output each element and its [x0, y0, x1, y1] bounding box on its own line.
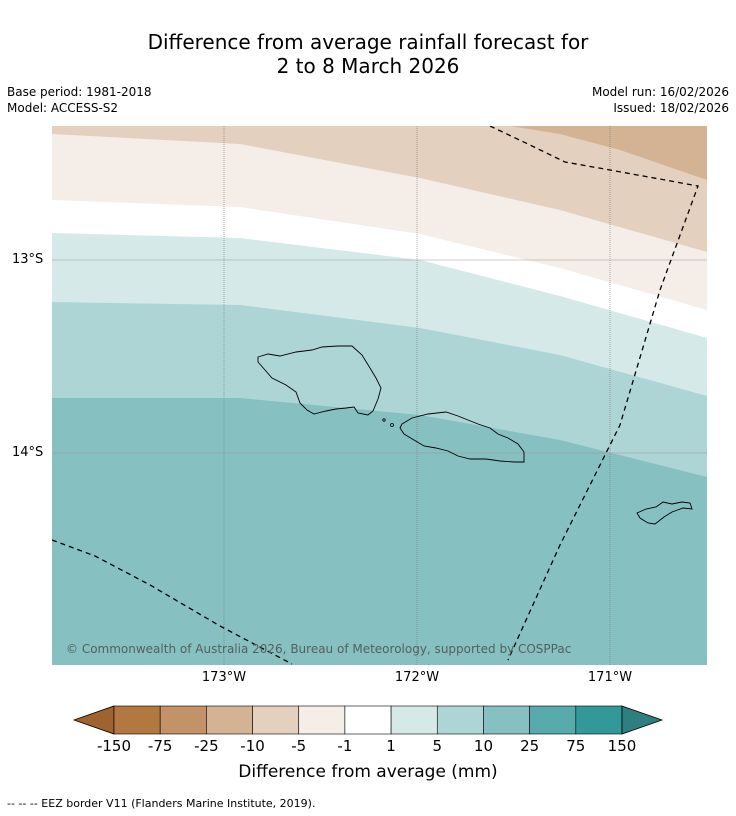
- base-period-text: Base period: 1981-2018: [7, 85, 152, 99]
- colorbar-tick-label: 25: [520, 737, 540, 755]
- colorbar-segment: [390, 705, 438, 735]
- colorbar-segment: [252, 705, 300, 735]
- colorbar-segment: [575, 705, 623, 735]
- colorbar-title: Difference from average (mm): [238, 762, 498, 782]
- lon-label-171w: 171°W: [587, 670, 633, 685]
- band-neg-25-10: [510, 126, 707, 180]
- lon-label-172w: 172°W: [394, 670, 440, 685]
- colorbar-segment: [159, 705, 207, 735]
- issued-text: Issued: 18/02/2026: [613, 101, 729, 115]
- meta-left: Base period: 1981-2018 Model: ACCESS-S2: [7, 84, 152, 116]
- colorbar-segment: [298, 705, 346, 735]
- model-run-text: Model run: 16/02/2026: [591, 85, 729, 99]
- island-savaii: [257, 345, 382, 416]
- chart-title: Difference from average rainfall forecas…: [0, 30, 736, 78]
- colorbar-segment: [436, 705, 484, 735]
- title-line-1: Difference from average rainfall forecas…: [147, 30, 589, 54]
- colorbar-tick-label: -25: [194, 737, 219, 755]
- island-tutuila: [636, 501, 693, 525]
- colorbar-tick-label: 10: [473, 737, 493, 755]
- colorbar-tick-label: 150: [607, 737, 637, 755]
- band-neg-10-5: [52, 126, 707, 252]
- colorbar-tick-label: 5: [432, 737, 443, 755]
- lat-label-13s: 13°S: [12, 252, 44, 267]
- colorbar-segment: [483, 705, 530, 735]
- lon-label-173w: 173°W: [201, 670, 247, 685]
- island-upolu: [399, 411, 525, 463]
- colorbar-tick-label: -5: [291, 737, 307, 755]
- copyright-notice: © Commonwealth of Australia 2026, Bureau…: [66, 642, 572, 656]
- meta-right: Model run: 16/02/2026 Issued: 18/02/2026: [592, 84, 729, 116]
- colorbar-extend-high: [621, 705, 664, 735]
- eez-border: [52, 126, 699, 665]
- colorbar: [72, 705, 664, 735]
- colorbar-tick-label: -1: [337, 737, 353, 755]
- colorbar-tick-label: -10: [240, 737, 265, 755]
- colorbar-tick-label: 1: [386, 737, 396, 755]
- colorbar-tick-label: -150: [96, 737, 132, 755]
- colorbar-tick-label: 75: [566, 737, 586, 755]
- gridlines: [52, 126, 707, 665]
- colorbar-segment: [113, 705, 161, 735]
- rainfall-map: [52, 126, 707, 665]
- colorbar-extend-low: [72, 705, 115, 735]
- model-text: Model: ACCESS-S2: [7, 101, 119, 115]
- lat-label-14s: 14°S: [12, 445, 44, 460]
- colorbar-tick-label: -75: [147, 737, 173, 755]
- colorbar-segment: [344, 705, 392, 735]
- colorbar-segment: [529, 705, 577, 735]
- colorbar-segment: [206, 705, 253, 735]
- title-line-2: 2 to 8 March 2026: [276, 54, 460, 78]
- eez-footnote: -- -- -- EEZ border V11 (Flanders Marine…: [7, 797, 316, 810]
